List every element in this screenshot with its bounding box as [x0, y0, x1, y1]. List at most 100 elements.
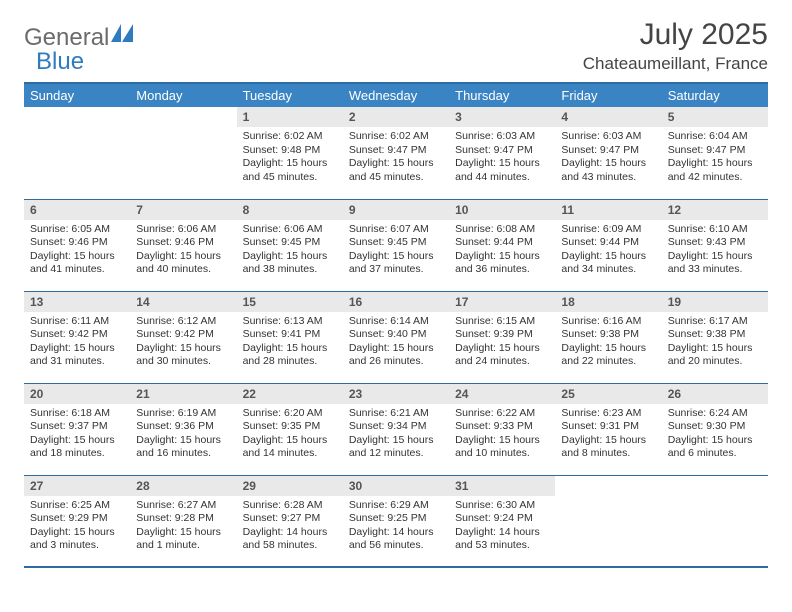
- calendar-day-cell: 25Sunrise: 6:23 AMSunset: 9:31 PMDayligh…: [555, 383, 661, 475]
- day-detail: Sunrise: 6:24 AMSunset: 9:30 PMDaylight:…: [662, 404, 768, 466]
- day-detail: Sunrise: 6:06 AMSunset: 9:45 PMDaylight:…: [237, 220, 343, 282]
- day-number: 31: [449, 476, 555, 496]
- weekday-header: Thursday: [449, 83, 555, 107]
- day-detail: Sunrise: 6:22 AMSunset: 9:33 PMDaylight:…: [449, 404, 555, 466]
- day-number: 15: [237, 292, 343, 312]
- calendar-day-cell: 17Sunrise: 6:15 AMSunset: 9:39 PMDayligh…: [449, 291, 555, 383]
- day-number: 13: [24, 292, 130, 312]
- day-number: 26: [662, 384, 768, 404]
- day-number: 25: [555, 384, 661, 404]
- calendar-day-cell: 11Sunrise: 6:09 AMSunset: 9:44 PMDayligh…: [555, 199, 661, 291]
- logo-blue-wrap: Blue: [36, 48, 84, 76]
- day-detail: Sunrise: 6:07 AMSunset: 9:45 PMDaylight:…: [343, 220, 449, 282]
- calendar-day-cell: 5Sunrise: 6:04 AMSunset: 9:47 PMDaylight…: [662, 107, 768, 199]
- triangle-icon: [111, 24, 135, 44]
- calendar-day-cell: 3Sunrise: 6:03 AMSunset: 9:47 PMDaylight…: [449, 107, 555, 199]
- day-number: 28: [130, 476, 236, 496]
- calendar-day-cell: 30Sunrise: 6:29 AMSunset: 9:25 PMDayligh…: [343, 475, 449, 567]
- day-number: 2: [343, 107, 449, 127]
- day-detail: Sunrise: 6:02 AMSunset: 9:48 PMDaylight:…: [237, 127, 343, 189]
- day-number: 1: [237, 107, 343, 127]
- calendar-day-cell: 16Sunrise: 6:14 AMSunset: 9:40 PMDayligh…: [343, 291, 449, 383]
- day-detail: Sunrise: 6:03 AMSunset: 9:47 PMDaylight:…: [449, 127, 555, 189]
- day-detail: Sunrise: 6:17 AMSunset: 9:38 PMDaylight:…: [662, 312, 768, 374]
- day-detail: Sunrise: 6:09 AMSunset: 9:44 PMDaylight:…: [555, 220, 661, 282]
- calendar-day-cell: 23Sunrise: 6:21 AMSunset: 9:34 PMDayligh…: [343, 383, 449, 475]
- day-detail: Sunrise: 6:15 AMSunset: 9:39 PMDaylight:…: [449, 312, 555, 374]
- calendar-day-cell: 10Sunrise: 6:08 AMSunset: 9:44 PMDayligh…: [449, 199, 555, 291]
- day-detail: Sunrise: 6:04 AMSunset: 9:47 PMDaylight:…: [662, 127, 768, 189]
- day-number: 27: [24, 476, 130, 496]
- day-number: 10: [449, 200, 555, 220]
- title-block: July 2025 Chateaumeillant, France: [583, 18, 768, 74]
- day-detail: Sunrise: 6:29 AMSunset: 9:25 PMDaylight:…: [343, 496, 449, 558]
- calendar-day-cell: 1Sunrise: 6:02 AMSunset: 9:48 PMDaylight…: [237, 107, 343, 199]
- calendar-day-cell: 12Sunrise: 6:10 AMSunset: 9:43 PMDayligh…: [662, 199, 768, 291]
- calendar-day-cell: 14Sunrise: 6:12 AMSunset: 9:42 PMDayligh…: [130, 291, 236, 383]
- day-detail: Sunrise: 6:16 AMSunset: 9:38 PMDaylight:…: [555, 312, 661, 374]
- day-number: 24: [449, 384, 555, 404]
- calendar-week-row: 13Sunrise: 6:11 AMSunset: 9:42 PMDayligh…: [24, 291, 768, 383]
- weekday-header: Wednesday: [343, 83, 449, 107]
- calendar-day-cell: ..: [24, 107, 130, 199]
- location-label: Chateaumeillant, France: [583, 54, 768, 74]
- calendar-day-cell: 22Sunrise: 6:20 AMSunset: 9:35 PMDayligh…: [237, 383, 343, 475]
- day-number: 16: [343, 292, 449, 312]
- day-detail: Sunrise: 6:27 AMSunset: 9:28 PMDaylight:…: [130, 496, 236, 558]
- day-detail: Sunrise: 6:25 AMSunset: 9:29 PMDaylight:…: [24, 496, 130, 558]
- weekday-header: Tuesday: [237, 83, 343, 107]
- day-detail: Sunrise: 6:06 AMSunset: 9:46 PMDaylight:…: [130, 220, 236, 282]
- weekday-header: Friday: [555, 83, 661, 107]
- day-number: 11: [555, 200, 661, 220]
- weekday-header: Sunday: [24, 83, 130, 107]
- calendar-day-cell: 13Sunrise: 6:11 AMSunset: 9:42 PMDayligh…: [24, 291, 130, 383]
- day-number: 30: [343, 476, 449, 496]
- weekday-header-row: Sunday Monday Tuesday Wednesday Thursday…: [24, 83, 768, 107]
- day-number: 14: [130, 292, 236, 312]
- day-number: 7: [130, 200, 236, 220]
- calendar-day-cell: ..: [130, 107, 236, 199]
- day-number: 19: [662, 292, 768, 312]
- day-detail: Sunrise: 6:20 AMSunset: 9:35 PMDaylight:…: [237, 404, 343, 466]
- day-detail: Sunrise: 6:11 AMSunset: 9:42 PMDaylight:…: [24, 312, 130, 374]
- day-number: 12: [662, 200, 768, 220]
- day-detail: Sunrise: 6:19 AMSunset: 9:36 PMDaylight:…: [130, 404, 236, 466]
- logo-text-blue: Blue: [36, 48, 84, 75]
- calendar-week-row: 27Sunrise: 6:25 AMSunset: 9:29 PMDayligh…: [24, 475, 768, 567]
- calendar-day-cell: 6Sunrise: 6:05 AMSunset: 9:46 PMDaylight…: [24, 199, 130, 291]
- weekday-header: Saturday: [662, 83, 768, 107]
- day-detail: Sunrise: 6:08 AMSunset: 9:44 PMDaylight:…: [449, 220, 555, 282]
- calendar-day-cell: 9Sunrise: 6:07 AMSunset: 9:45 PMDaylight…: [343, 199, 449, 291]
- page-title: July 2025: [583, 18, 768, 52]
- calendar-week-row: 20Sunrise: 6:18 AMSunset: 9:37 PMDayligh…: [24, 383, 768, 475]
- calendar-day-cell: 18Sunrise: 6:16 AMSunset: 9:38 PMDayligh…: [555, 291, 661, 383]
- calendar-day-cell: ..: [662, 475, 768, 567]
- day-number: 20: [24, 384, 130, 404]
- day-detail: Sunrise: 6:10 AMSunset: 9:43 PMDaylight:…: [662, 220, 768, 282]
- day-number: 18: [555, 292, 661, 312]
- weekday-header: Monday: [130, 83, 236, 107]
- calendar-day-cell: 24Sunrise: 6:22 AMSunset: 9:33 PMDayligh…: [449, 383, 555, 475]
- calendar-day-cell: 21Sunrise: 6:19 AMSunset: 9:36 PMDayligh…: [130, 383, 236, 475]
- day-detail: Sunrise: 6:30 AMSunset: 9:24 PMDaylight:…: [449, 496, 555, 558]
- day-detail: Sunrise: 6:28 AMSunset: 9:27 PMDaylight:…: [237, 496, 343, 558]
- day-detail: Sunrise: 6:21 AMSunset: 9:34 PMDaylight:…: [343, 404, 449, 466]
- day-detail: Sunrise: 6:12 AMSunset: 9:42 PMDaylight:…: [130, 312, 236, 374]
- calendar-day-cell: 29Sunrise: 6:28 AMSunset: 9:27 PMDayligh…: [237, 475, 343, 567]
- calendar-day-cell: 19Sunrise: 6:17 AMSunset: 9:38 PMDayligh…: [662, 291, 768, 383]
- calendar-day-cell: 4Sunrise: 6:03 AMSunset: 9:47 PMDaylight…: [555, 107, 661, 199]
- day-number: 21: [130, 384, 236, 404]
- day-number: 5: [662, 107, 768, 127]
- calendar-week-row: ....1Sunrise: 6:02 AMSunset: 9:48 PMDayl…: [24, 107, 768, 199]
- calendar-day-cell: 31Sunrise: 6:30 AMSunset: 9:24 PMDayligh…: [449, 475, 555, 567]
- calendar-day-cell: 27Sunrise: 6:25 AMSunset: 9:29 PMDayligh…: [24, 475, 130, 567]
- day-number: 22: [237, 384, 343, 404]
- calendar-day-cell: ..: [555, 475, 661, 567]
- calendar-day-cell: 20Sunrise: 6:18 AMSunset: 9:37 PMDayligh…: [24, 383, 130, 475]
- calendar-day-cell: 15Sunrise: 6:13 AMSunset: 9:41 PMDayligh…: [237, 291, 343, 383]
- day-detail: Sunrise: 6:14 AMSunset: 9:40 PMDaylight:…: [343, 312, 449, 374]
- day-number: 29: [237, 476, 343, 496]
- calendar-day-cell: 26Sunrise: 6:24 AMSunset: 9:30 PMDayligh…: [662, 383, 768, 475]
- day-detail: Sunrise: 6:18 AMSunset: 9:37 PMDaylight:…: [24, 404, 130, 466]
- calendar-day-cell: 2Sunrise: 6:02 AMSunset: 9:47 PMDaylight…: [343, 107, 449, 199]
